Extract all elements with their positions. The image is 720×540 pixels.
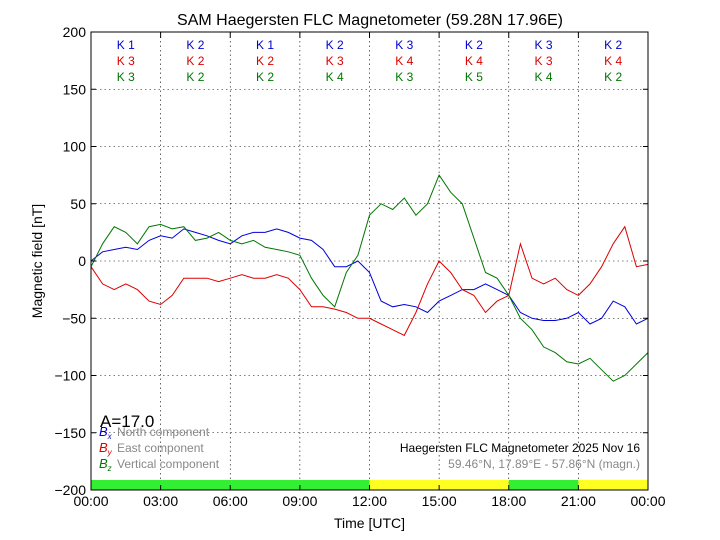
k-index-label: K 3 [117,54,135,68]
series-lines [90,174,649,382]
y-tick-label: −100 [54,368,86,384]
source-label: Haegersten FLC Magnetometer 2025 Nov 16 [400,441,640,455]
series-line-x [90,228,649,325]
k-index-label: K 4 [604,54,622,68]
k-index-label: K 2 [186,54,204,68]
grid-lines [91,32,648,490]
k-index-label: K 2 [465,38,483,52]
legend-symbol-z: Bz [99,456,112,473]
activity-index-label: A=17.0 [100,412,154,431]
x-tick-label: 12:00 [352,493,387,509]
legend-label-y: East component [117,441,204,455]
x-tick-label: 00:00 [630,493,665,509]
k-index-label: K 2 [604,38,622,52]
activity-segment-3 [578,480,648,490]
series-line-y [90,225,649,337]
series-line-z [90,174,649,382]
y-tick-label: 150 [63,81,87,97]
y-tick-label: 0 [78,253,86,269]
k-index-label: K 2 [186,38,204,52]
legend-subscript: x [107,432,113,441]
activity-segment-2 [508,480,579,490]
x-tick-label: 18:00 [491,493,526,509]
y-tick-label: −50 [62,310,86,326]
k-index-label: K 3 [535,38,553,52]
k-index-label: K 5 [465,70,483,84]
coordinates-label: 59.46°N, 17.89°E - 57.86°N (magn.) [448,457,640,471]
x-axis-ticks: 00:00 03:00 06:00 09:00 12:00 15:00 18:00 21:00… [73,485,666,509]
y-axis-ticks: 200 150 100 50 0 −50 −100 −150 −200 [54,24,648,498]
k-index-label: K 1 [117,38,135,52]
k-index-label: K 4 [395,54,413,68]
legend-subscript: y [107,448,113,457]
k-index-table: K 1 K 2 K 1 K 2 K 3 K 2 K 3 K 2 K 3 K 2 K 2 K 3 K 4 K… [117,32,623,84]
k-index-label: K 2 [604,70,622,84]
k-index-label: K 3 [535,54,553,68]
k-index-label: K 4 [535,70,553,84]
legend-label-x: North component [117,425,210,439]
k-index-label: K 2 [256,54,274,68]
k-index-label: K 2 [326,38,344,52]
legend-subscript: z [107,464,112,473]
legend-symbol-y: By [99,440,113,457]
x-tick-label: 21:00 [561,493,596,509]
y-axis-label: Magnetic field [nT] [29,204,45,318]
y-tick-label: −150 [54,425,86,441]
x-tick-label: 03:00 [143,493,178,509]
x-tick-label: 15:00 [422,493,457,509]
y-tick-label: 50 [70,196,86,212]
k-index-label: K 3 [395,70,413,84]
y-tick-label: 200 [63,24,87,40]
k-index-label: K 1 [256,38,274,52]
chart-title: SAM Haegersten FLC Magnetometer (59.28N … [177,12,563,29]
k-index-label: K 3 [117,70,135,84]
y-tick-label: −200 [54,482,86,498]
k-index-label: K 3 [326,54,344,68]
k-index-label: K 3 [395,38,413,52]
k-index-label: K 4 [326,70,344,84]
x-tick-label: 00:00 [73,493,108,509]
k-index-label: K 2 [256,70,274,84]
x-tick-label: 09:00 [282,493,317,509]
k-index-label: K 2 [186,70,204,84]
legend-label-z: Vertical component [117,457,220,471]
x-axis-label: Time [UTC] [334,515,405,531]
x-tick-label: 06:00 [213,493,248,509]
k-index-label: K 4 [465,54,483,68]
y-tick-label: 100 [63,139,87,155]
